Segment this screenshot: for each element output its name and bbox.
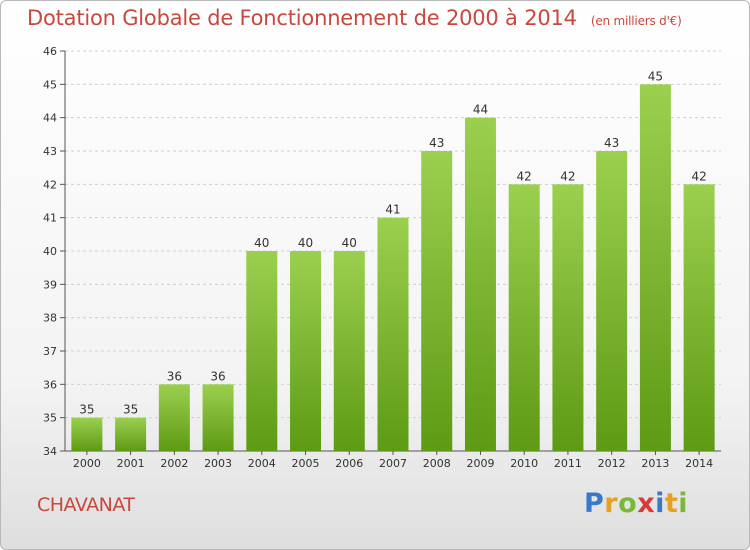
logo-letter: x xyxy=(637,488,656,519)
proxiti-logo: Proxiti xyxy=(584,488,688,519)
bar xyxy=(158,384,190,451)
bar xyxy=(377,217,409,451)
data-label: 36 xyxy=(167,369,182,383)
data-label: 40 xyxy=(342,236,357,250)
x-tick-label: 2004 xyxy=(248,457,276,470)
chart-subtitle: (en milliers d'€) xyxy=(590,14,682,28)
data-label: 44 xyxy=(473,103,488,117)
data-label: 43 xyxy=(429,136,444,150)
y-tick-label: 44 xyxy=(43,112,57,125)
data-label: 42 xyxy=(560,169,575,183)
bar xyxy=(290,251,322,451)
logo-letter: P xyxy=(584,488,605,519)
y-tick-label: 38 xyxy=(43,312,57,325)
bar xyxy=(71,417,103,451)
y-tick-label: 46 xyxy=(43,45,57,58)
data-label: 45 xyxy=(648,69,663,83)
data-label: 35 xyxy=(123,403,138,417)
y-tick-label: 35 xyxy=(43,412,57,425)
data-label: 42 xyxy=(691,169,706,183)
x-tick-label: 2008 xyxy=(423,457,451,470)
logo-letter: i xyxy=(655,488,665,519)
bar xyxy=(246,251,278,451)
y-tick-label: 40 xyxy=(43,245,57,258)
bar xyxy=(421,151,453,451)
data-label: 42 xyxy=(517,169,532,183)
bar xyxy=(596,151,628,451)
data-label: 40 xyxy=(298,236,313,250)
data-label: 36 xyxy=(210,369,225,383)
data-label: 43 xyxy=(604,136,619,150)
logo-letter: r xyxy=(604,488,619,519)
x-tick-label: 2009 xyxy=(466,457,494,470)
chart-title-text: Dotation Globale de Fonctionnement de 20… xyxy=(27,6,577,30)
bar xyxy=(508,184,540,452)
x-tick-label: 2010 xyxy=(510,457,538,470)
x-tick-label: 2000 xyxy=(73,457,101,470)
bar xyxy=(683,184,715,452)
y-tick-label: 36 xyxy=(43,378,57,391)
x-tick-label: 2003 xyxy=(204,457,232,470)
y-tick-label: 45 xyxy=(43,78,57,91)
x-tick-label: 2007 xyxy=(379,457,407,470)
x-tick-label: 2005 xyxy=(292,457,320,470)
bar xyxy=(333,251,365,451)
bar xyxy=(202,384,234,451)
x-tick-label: 2014 xyxy=(685,457,713,470)
logo-letter: t xyxy=(664,488,679,519)
x-tick-label: 2006 xyxy=(335,457,363,470)
x-tick-label: 2012 xyxy=(598,457,626,470)
data-label: 41 xyxy=(385,203,400,217)
y-tick-label: 34 xyxy=(43,445,57,458)
y-tick-label: 37 xyxy=(43,345,57,358)
bar xyxy=(552,184,584,452)
chart-title: Dotation Globale de Fonctionnement de 20… xyxy=(27,6,682,30)
labels: 34 35 36 37 38 39 40 41 42 43 44 45 46 35 2000 35 2001 36… xyxy=(43,45,713,470)
logo-letter: o xyxy=(618,488,638,519)
bar xyxy=(639,84,671,451)
bar xyxy=(464,117,496,452)
bar xyxy=(115,417,147,451)
y-tick-label: 39 xyxy=(43,278,57,291)
x-tick-label: 2011 xyxy=(554,457,582,470)
data-label: 40 xyxy=(254,236,269,250)
commune-name: CHAVANAT xyxy=(37,494,135,516)
data-label: 35 xyxy=(79,403,94,417)
x-tick-label: 2013 xyxy=(641,457,669,470)
logo-letter: i xyxy=(678,488,689,519)
bars xyxy=(71,84,715,452)
x-tick-label: 2002 xyxy=(160,457,188,470)
y-tick-label: 42 xyxy=(43,178,57,191)
y-tick-label: 41 xyxy=(43,212,57,225)
y-tick-label: 43 xyxy=(43,145,57,158)
x-tick-label: 2001 xyxy=(117,457,145,470)
